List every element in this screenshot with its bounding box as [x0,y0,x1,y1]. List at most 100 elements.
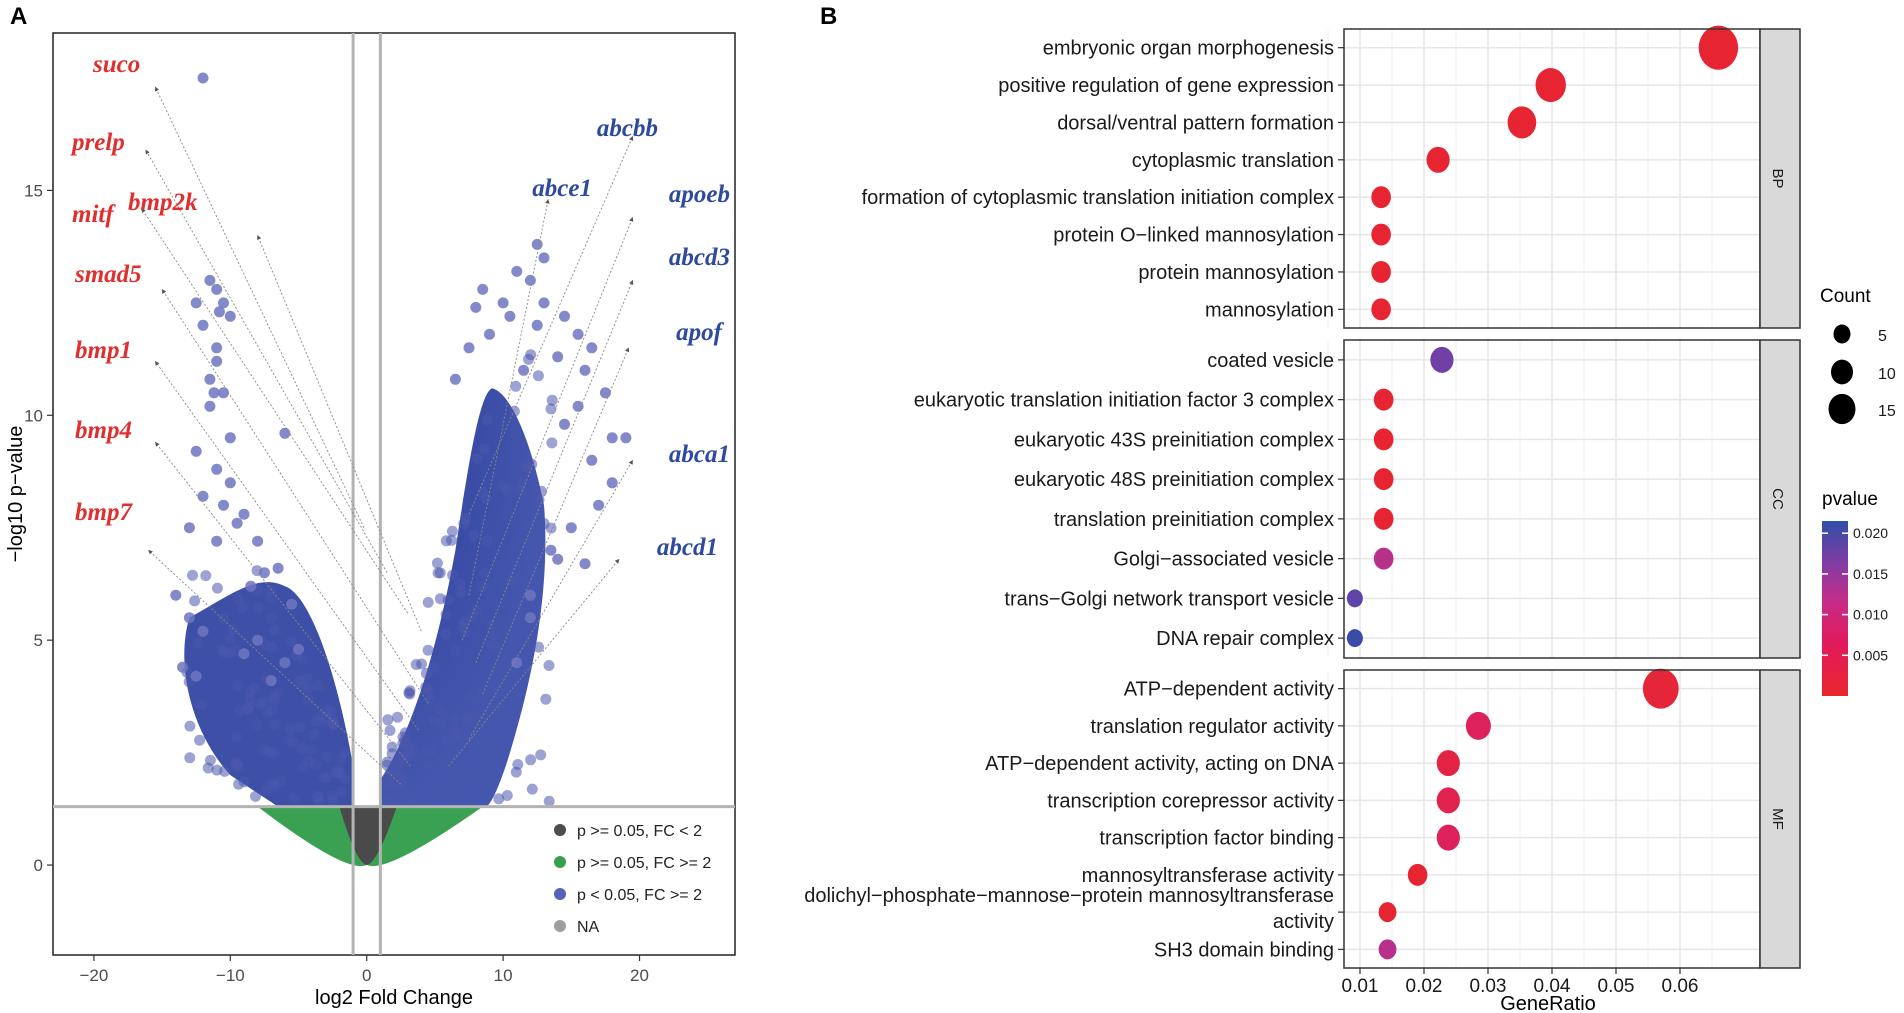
x-tick-label: 20 [630,966,649,985]
data-point [559,310,570,322]
data-point [190,445,202,457]
cloud-point [481,535,493,547]
data-point [272,562,284,574]
cloud-point [230,730,242,742]
cloud-point [464,691,475,703]
pvalue-legend-title: pvalue [1822,489,1878,510]
cloud-point [471,453,483,465]
gene-label-right: abce1 [532,175,592,202]
data-point [606,432,618,444]
cloud-point [533,641,545,653]
data-point [224,432,236,444]
term-label: eukaryotic translation initiation factor… [914,390,1334,412]
cloud-point [545,403,557,415]
data-point [504,310,516,322]
term-label: ATP−dependent activity [1124,679,1334,701]
cloud-point [523,353,534,365]
term-dot [1507,106,1537,139]
volcano-axes: −20 −10 0 10 20 0 5 10 15 [24,181,649,985]
cloud-point [335,753,347,764]
cloud-point [228,624,240,636]
leader-line [468,198,550,596]
volcano-legend: p >= 0.05, FC < 2 p >= 0.05, FC >= 2 p < 0… [554,823,711,936]
cloud-point [310,759,322,771]
term-label: eukaryotic 43S preinitiation complex [1014,429,1334,451]
cloud-point [251,719,263,731]
facet-bp: embryonic organ morphogenesis positive re… [862,25,1801,329]
cloud-point [473,693,485,705]
cloud-point [336,785,348,797]
cloud-point [450,645,462,657]
y-tick-label: 15 [24,181,43,200]
gene-label-left: bmp4 [75,417,132,444]
data-point [231,517,243,529]
data-point [599,387,611,399]
facet-strip-label: CC [1769,488,1786,510]
cloud-point [234,705,245,716]
enrichment-dot-plot: embryonic organ morphogenesis positive re… [804,25,1801,997]
cloud-point [392,711,403,723]
term-dot [1642,668,1679,709]
cloud-point [242,704,254,716]
term-dot [1346,589,1363,608]
data-point [620,432,632,444]
cloud-point [268,781,280,793]
count-legend-label: 10 [1878,366,1896,383]
term-label: embryonic organ morphogenesis [1043,38,1334,60]
cloud-point [184,752,196,764]
data-point [470,301,482,313]
cloud-point [525,754,537,766]
cloud-point [395,778,407,790]
data-point [258,567,270,579]
term-dot [1373,388,1394,411]
cloud-point [543,795,555,807]
gene-label-left: prelp [70,129,125,156]
facet-strip [1759,669,1801,969]
cloud-point [496,665,508,677]
cloud-point [410,659,422,670]
legend-marker [554,888,566,900]
colorbar-tick-label: 0.005 [1853,647,1888,663]
cloud-point [422,644,434,656]
count-legend-label: 5 [1878,328,1887,345]
term-label: mannosylation [1205,299,1334,321]
leader-line [154,360,419,731]
leader-line [148,549,402,785]
cloud-point [318,772,330,784]
data-point [190,670,202,682]
cloud-point [440,609,452,620]
cloud-point [301,672,313,684]
cloud-point [526,783,538,795]
facet-strip [1759,339,1801,659]
cloud-point [259,785,271,796]
data-point [197,490,209,502]
term-dot [1371,223,1391,246]
term-label: dolichyl−phosphate−mannose−protein manno… [804,885,1334,907]
cloud-point [194,734,206,746]
gene-label-left: bmp2k [128,189,198,216]
cloud-point [440,734,452,746]
facet-mf: ATP−dependent activity translation regula… [804,668,1801,969]
x-axis-title-b: GeneRatio [1500,993,1596,1013]
cloud-point [519,459,531,471]
cloud-point [489,629,501,641]
term-label: protein O−linked mannosylation [1053,225,1334,247]
cloud-point [384,779,396,791]
cloud-point [536,485,548,497]
cloud-point [442,594,454,606]
cloud-point [302,694,314,706]
term-dot [1371,298,1391,321]
y-tick-label: 0 [34,856,43,875]
dotplot-x-axis: 0.01 0.02 0.03 0.04 0.05 0.06 [1342,968,1698,997]
gene-label-right: abcd1 [657,534,718,561]
cloud-point [424,693,436,705]
data-point [211,535,223,547]
cloud-point [459,795,471,807]
y-axis-title-a: −log10 p−value [5,426,27,563]
cloud-point [545,522,557,534]
data-point [252,634,264,646]
data-point [245,580,257,592]
data-point [552,351,564,363]
data-point [213,306,225,318]
count-legend-title: Count [1820,286,1871,307]
